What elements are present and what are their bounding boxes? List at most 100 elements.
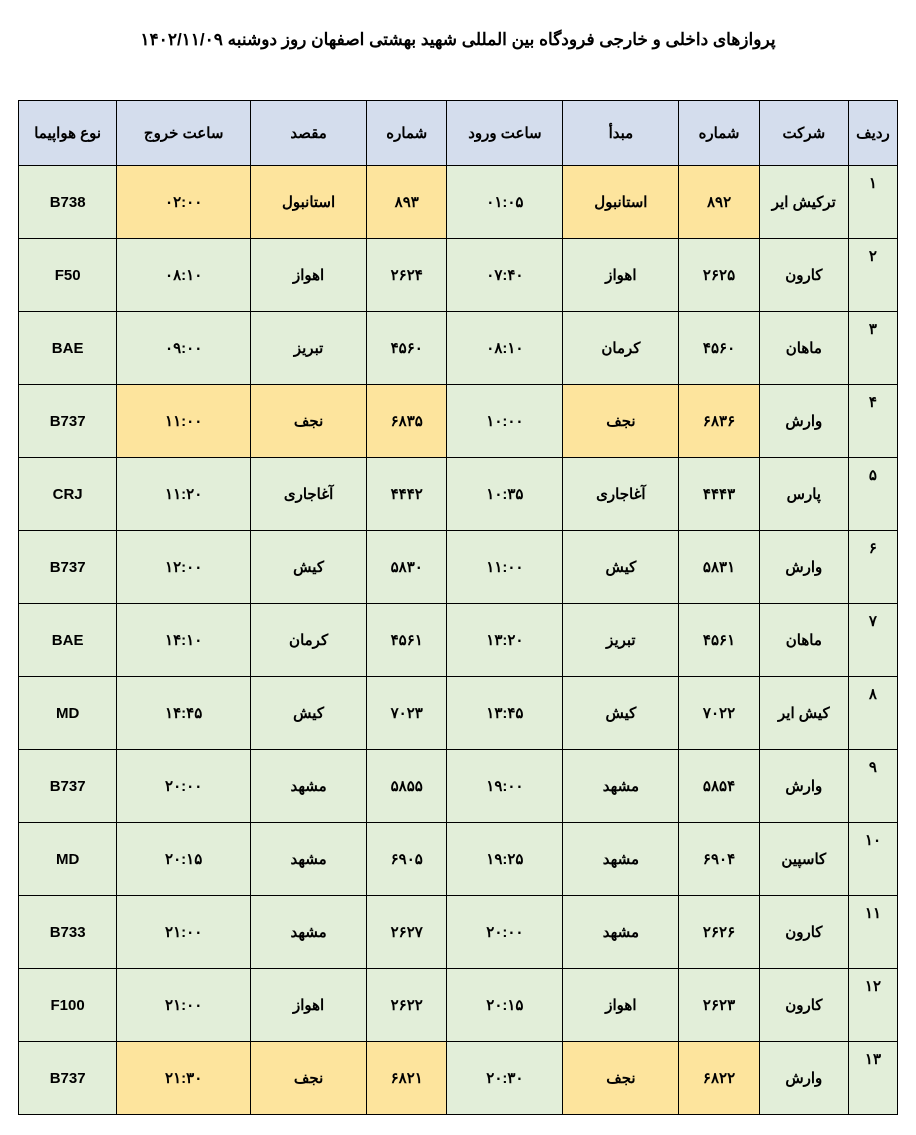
table-row: ۲کارون۲۶۲۵اهواز۰۷:۴۰۲۶۲۴اهواز۰۸:۱۰F50 xyxy=(19,239,898,312)
cell-num2: ۲۶۲۲ xyxy=(367,969,447,1042)
cell-origin: تبریز xyxy=(563,604,679,677)
cell-arr: ۱۳:۴۵ xyxy=(447,677,563,750)
cell-idx: ۹ xyxy=(848,750,897,823)
cell-num2: ۸۹۳ xyxy=(367,166,447,239)
table-row: ۱۲کارون۲۶۲۳اهواز۲۰:۱۵۲۶۲۲اهواز۲۱:۰۰F100 xyxy=(19,969,898,1042)
cell-num2: ۶۸۲۱ xyxy=(367,1042,447,1115)
col-header-origin: مبدأ xyxy=(563,101,679,166)
cell-airline: کارون xyxy=(759,896,848,969)
cell-dep: ۲۱:۰۰ xyxy=(117,969,251,1042)
cell-idx: ۱۲ xyxy=(848,969,897,1042)
cell-num1: ۷۰۲۲ xyxy=(679,677,759,750)
cell-idx: ۵ xyxy=(848,458,897,531)
cell-dep: ۱۲:۰۰ xyxy=(117,531,251,604)
cell-origin: استانبول xyxy=(563,166,679,239)
cell-num2: ۶۹۰۵ xyxy=(367,823,447,896)
cell-num1: ۶۸۲۲ xyxy=(679,1042,759,1115)
cell-airline: ترکیش ایر xyxy=(759,166,848,239)
cell-origin: اهواز xyxy=(563,239,679,312)
cell-arr: ۲۰:۱۵ xyxy=(447,969,563,1042)
cell-num1: ۵۸۳۱ xyxy=(679,531,759,604)
cell-idx: ۲ xyxy=(848,239,897,312)
cell-dep: ۱۴:۱۰ xyxy=(117,604,251,677)
cell-idx: ۱۳ xyxy=(848,1042,897,1115)
cell-origin: نجف xyxy=(563,1042,679,1115)
cell-num2: ۵۸۵۵ xyxy=(367,750,447,823)
cell-type: MD xyxy=(19,677,117,750)
table-row: ۳ماهان۴۵۶۰کرمان۰۸:۱۰۴۵۶۰تبریز۰۹:۰۰BAE xyxy=(19,312,898,385)
cell-dep: ۲۱:۳۰ xyxy=(117,1042,251,1115)
cell-dest: نجف xyxy=(251,385,367,458)
cell-num2: ۲۶۲۴ xyxy=(367,239,447,312)
cell-arr: ۱۱:۰۰ xyxy=(447,531,563,604)
col-header-num1: شماره xyxy=(679,101,759,166)
cell-type: B738 xyxy=(19,166,117,239)
cell-dest: مشهد xyxy=(251,750,367,823)
cell-num1: ۲۶۲۳ xyxy=(679,969,759,1042)
cell-origin: آغاجاری xyxy=(563,458,679,531)
cell-origin: نجف xyxy=(563,385,679,458)
cell-dep: ۰۸:۱۰ xyxy=(117,239,251,312)
cell-dep: ۲۱:۰۰ xyxy=(117,896,251,969)
cell-type: BAE xyxy=(19,604,117,677)
cell-dest: مشهد xyxy=(251,823,367,896)
cell-type: B737 xyxy=(19,531,117,604)
cell-type: BAE xyxy=(19,312,117,385)
table-row: ۹وارش۵۸۵۴مشهد۱۹:۰۰۵۸۵۵مشهد۲۰:۰۰B737 xyxy=(19,750,898,823)
cell-dest: نجف xyxy=(251,1042,367,1115)
cell-origin: اهواز xyxy=(563,969,679,1042)
cell-airline: وارش xyxy=(759,531,848,604)
cell-type: MD xyxy=(19,823,117,896)
cell-num1: ۸۹۲ xyxy=(679,166,759,239)
cell-idx: ۸ xyxy=(848,677,897,750)
cell-dest: اهواز xyxy=(251,239,367,312)
cell-arr: ۰۷:۴۰ xyxy=(447,239,563,312)
cell-num2: ۴۵۶۱ xyxy=(367,604,447,677)
cell-num1: ۶۹۰۴ xyxy=(679,823,759,896)
flights-table: ردیف شرکت شماره مبدأ ساعت ورود شماره مقص… xyxy=(18,100,898,1115)
cell-origin: کیش xyxy=(563,531,679,604)
cell-num1: ۴۵۶۱ xyxy=(679,604,759,677)
cell-dest: مشهد xyxy=(251,896,367,969)
cell-origin: مشهد xyxy=(563,750,679,823)
cell-idx: ۷ xyxy=(848,604,897,677)
cell-airline: وارش xyxy=(759,1042,848,1115)
cell-type: B737 xyxy=(19,750,117,823)
cell-dep: ۰۹:۰۰ xyxy=(117,312,251,385)
cell-airline: ماهان xyxy=(759,312,848,385)
cell-dep: ۲۰:۰۰ xyxy=(117,750,251,823)
cell-num1: ۴۴۴۳ xyxy=(679,458,759,531)
cell-num2: ۵۸۳۰ xyxy=(367,531,447,604)
table-row: ۱۱کارون۲۶۲۶مشهد۲۰:۰۰۲۶۲۷مشهد۲۱:۰۰B733 xyxy=(19,896,898,969)
cell-arr: ۲۰:۳۰ xyxy=(447,1042,563,1115)
cell-idx: ۳ xyxy=(848,312,897,385)
cell-arr: ۱۰:۰۰ xyxy=(447,385,563,458)
cell-dest: کرمان xyxy=(251,604,367,677)
cell-num1: ۲۶۲۵ xyxy=(679,239,759,312)
table-row: ۶وارش۵۸۳۱کیش۱۱:۰۰۵۸۳۰کیش۱۲:۰۰B737 xyxy=(19,531,898,604)
cell-arr: ۱۰:۳۵ xyxy=(447,458,563,531)
cell-dep: ۱۴:۴۵ xyxy=(117,677,251,750)
cell-airline: وارش xyxy=(759,750,848,823)
cell-dest: استانبول xyxy=(251,166,367,239)
cell-type: CRJ xyxy=(19,458,117,531)
cell-airline: کاسپین xyxy=(759,823,848,896)
cell-arr: ۱۳:۲۰ xyxy=(447,604,563,677)
table-row: ۷ماهان۴۵۶۱تبریز۱۳:۲۰۴۵۶۱کرمان۱۴:۱۰BAE xyxy=(19,604,898,677)
cell-type: F50 xyxy=(19,239,117,312)
page-title: پروازهای داخلی و خارجی فرودگاه بین الملل… xyxy=(18,30,898,50)
table-row: ۴وارش۶۸۳۶نجف۱۰:۰۰۶۸۳۵نجف۱۱:۰۰B737 xyxy=(19,385,898,458)
cell-dest: اهواز xyxy=(251,969,367,1042)
cell-num1: ۴۵۶۰ xyxy=(679,312,759,385)
cell-airline: ماهان xyxy=(759,604,848,677)
table-row: ۸کیش ایر۷۰۲۲کیش۱۳:۴۵۷۰۲۳کیش۱۴:۴۵MD xyxy=(19,677,898,750)
cell-arr: ۰۸:۱۰ xyxy=(447,312,563,385)
cell-origin: کیش xyxy=(563,677,679,750)
cell-num2: ۴۵۶۰ xyxy=(367,312,447,385)
cell-origin: مشهد xyxy=(563,823,679,896)
cell-dest: کیش xyxy=(251,531,367,604)
col-header-type: نوع هواپیما xyxy=(19,101,117,166)
cell-idx: ۱۱ xyxy=(848,896,897,969)
cell-type: B737 xyxy=(19,1042,117,1115)
cell-dep: ۰۲:۰۰ xyxy=(117,166,251,239)
